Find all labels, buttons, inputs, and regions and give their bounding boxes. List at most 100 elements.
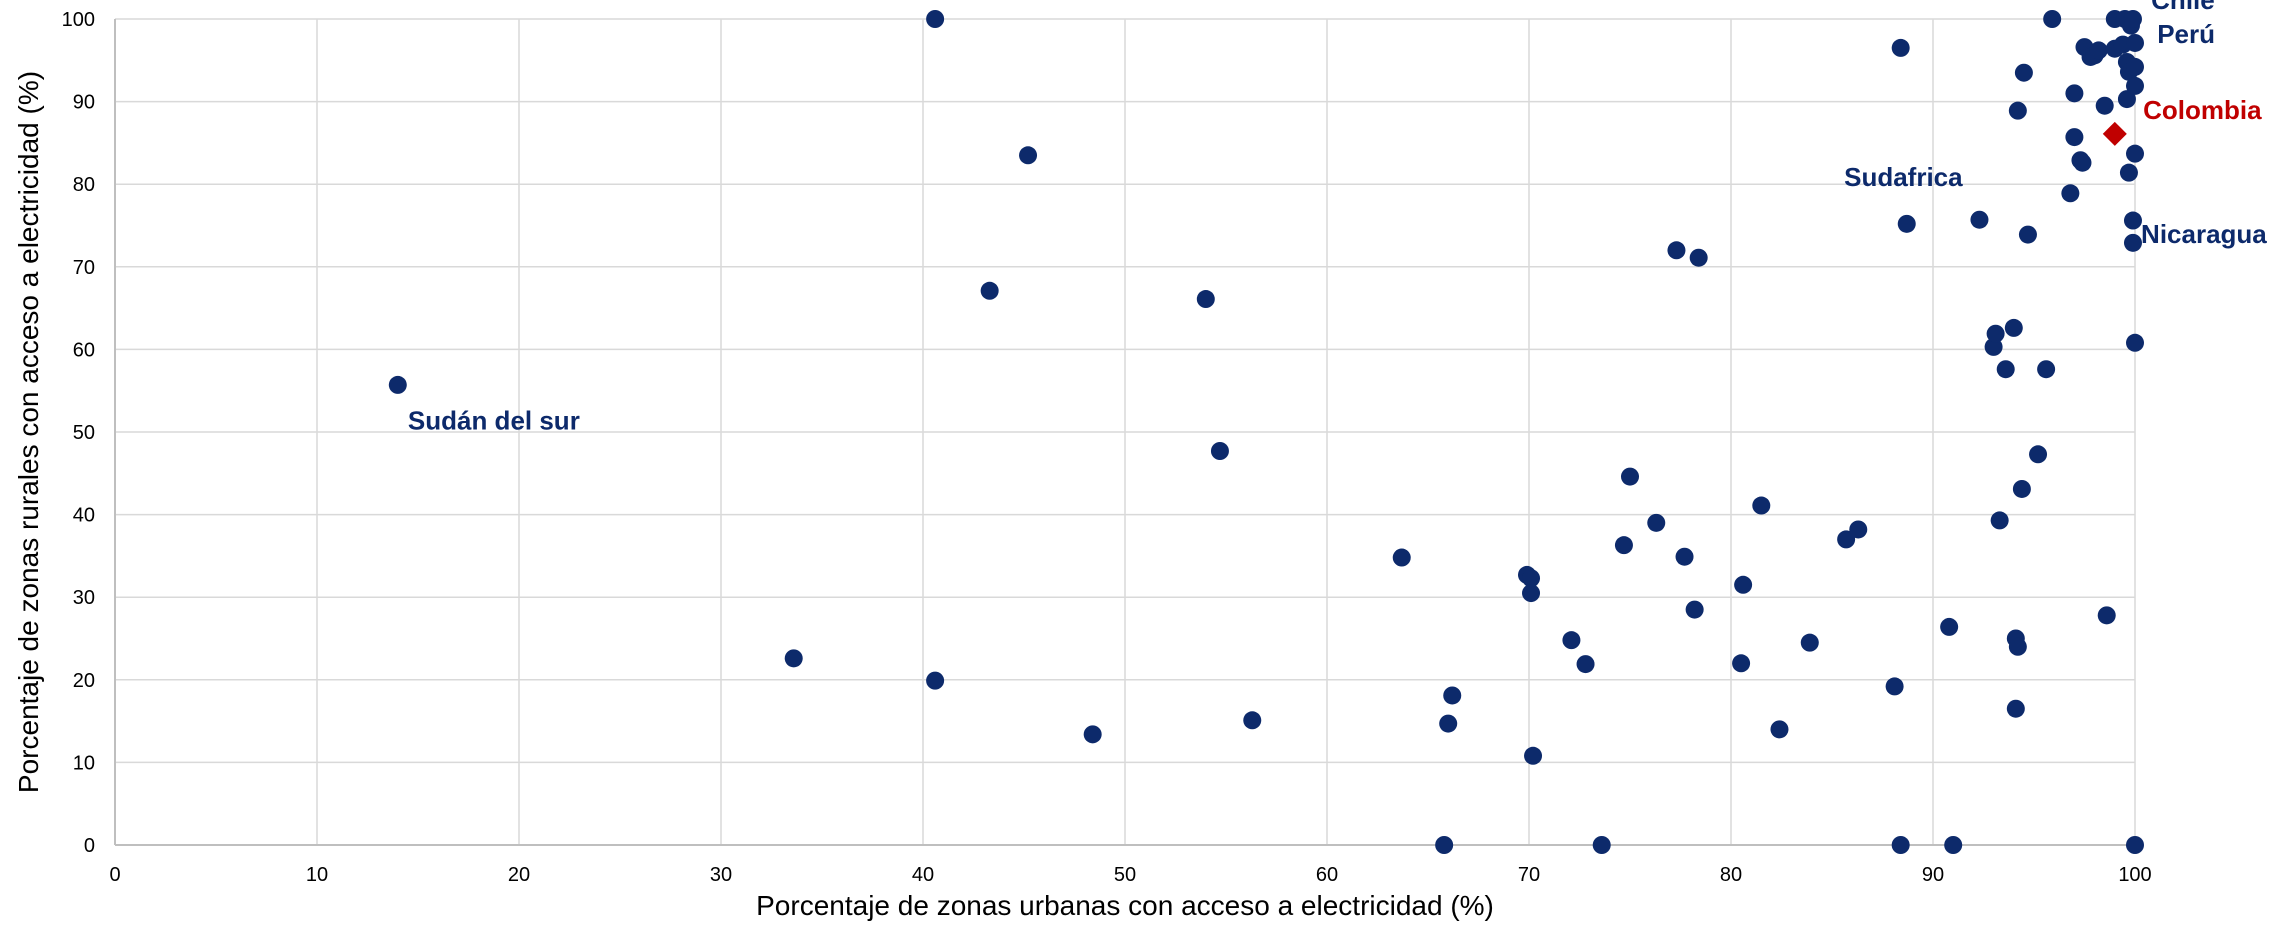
y-tick-label: 30 <box>73 587 95 609</box>
data-point <box>1891 836 1910 854</box>
data-point <box>2123 233 2142 252</box>
data-point <box>1647 513 1666 532</box>
x-tick-label: 40 <box>912 864 934 886</box>
data-point <box>1210 441 1229 460</box>
data-point <box>1732 654 1751 673</box>
y-tick-label: 90 <box>73 92 95 114</box>
data-point <box>2043 10 2062 28</box>
data-point <box>2126 33 2144 52</box>
annotation-label: Perú <box>2157 19 2215 49</box>
data-point <box>2126 57 2144 76</box>
data-point <box>2065 128 2084 147</box>
data-point <box>1752 496 1771 515</box>
grid-lines <box>114 18 2136 846</box>
data-point <box>1734 575 1753 594</box>
data-point <box>1940 617 1959 636</box>
data-point <box>2073 153 2092 172</box>
data-point <box>1576 655 1595 674</box>
data-point <box>1970 210 1989 229</box>
data-point <box>1524 746 1543 765</box>
y-tick-label: 50 <box>73 422 95 444</box>
data-point <box>1675 547 1694 566</box>
data-point <box>2097 606 2116 625</box>
data-point <box>1562 631 1581 650</box>
x-tick-label: 50 <box>1114 864 1136 886</box>
data-point <box>1891 38 1910 57</box>
data-point <box>1770 720 1789 739</box>
data-point <box>2117 90 2136 109</box>
data-point <box>2006 699 2025 718</box>
annotation-label: Nicaragua <box>2141 219 2267 249</box>
data-point <box>1614 536 1633 555</box>
x-tick-label: 100 <box>2118 864 2151 886</box>
data-point <box>1996 360 2015 379</box>
data-point <box>1944 836 1963 854</box>
data-point <box>1849 520 1868 539</box>
x-tick-label: 60 <box>1316 864 1338 886</box>
data-point <box>1986 324 2005 343</box>
data-point <box>1522 584 1541 603</box>
data-point <box>1689 248 1708 267</box>
y-tick-label: 40 <box>73 505 95 527</box>
data-point <box>2004 318 2023 337</box>
y-tick-label: 10 <box>73 752 95 774</box>
y-tick-label: 80 <box>73 174 95 196</box>
data-point <box>2089 41 2108 60</box>
data-point <box>1800 633 1819 652</box>
data-point <box>1443 686 1462 705</box>
data-point <box>2012 479 2031 498</box>
data-point <box>2061 184 2080 203</box>
data-point <box>1439 714 1458 733</box>
data-point <box>1984 337 2003 356</box>
annotation-label: Sudán del sur <box>408 406 580 436</box>
data-point <box>388 375 407 394</box>
x-tick-label: 80 <box>1720 864 1742 886</box>
x-tick-label: 0 <box>109 864 120 886</box>
data-point <box>1019 146 1038 165</box>
data-point <box>2037 360 2056 379</box>
y-tick-label: 0 <box>84 835 95 857</box>
data-point <box>926 671 945 690</box>
x-tick-label: 90 <box>1922 864 1944 886</box>
data-point <box>1885 677 1904 696</box>
y-tick-label: 70 <box>73 257 95 279</box>
data-points <box>388 10 2144 854</box>
data-point <box>1522 569 1541 588</box>
annotation-label: Colombia <box>2143 95 2262 125</box>
data-point <box>2126 76 2144 95</box>
annotation-label: Sudafrica <box>1844 162 1963 192</box>
data-point <box>2126 333 2144 352</box>
y-tick-label: 100 <box>62 9 95 31</box>
y-tick-label: 20 <box>73 670 95 692</box>
data-point <box>2095 96 2114 115</box>
data-point <box>2126 144 2144 163</box>
data-point <box>2123 211 2142 230</box>
data-point <box>2029 445 2048 464</box>
data-point <box>2119 163 2138 182</box>
data-point <box>2008 637 2027 656</box>
y-tick-label: 60 <box>73 339 95 361</box>
data-point <box>2018 225 2037 244</box>
data-point <box>980 281 999 300</box>
data-point <box>1621 467 1639 486</box>
data-point <box>1592 836 1611 854</box>
annotations: Sudán del sur Sudafrica Chile Perú Colombia N… <box>408 0 2267 436</box>
data-point-highlight <box>2102 121 2127 146</box>
data-point <box>1243 711 1262 730</box>
data-point <box>2065 84 2084 103</box>
data-point <box>2123 10 2142 28</box>
x-axis-title: Porcentaje de zonas urbanas con acceso a… <box>756 890 1494 921</box>
y-tick-labels: 0 10 20 30 40 50 60 70 80 90 100 <box>62 9 95 857</box>
data-point <box>2126 836 2144 854</box>
data-point <box>1685 600 1704 619</box>
data-point <box>2008 101 2027 120</box>
data-point <box>1990 511 2009 530</box>
data-point <box>1083 725 1102 744</box>
y-axis-title: Porcentaje de zonas rurales con acceso a… <box>13 71 44 793</box>
annotation-label: Chile <box>2151 0 2215 15</box>
data-point <box>784 649 803 668</box>
x-tick-label: 70 <box>1518 864 1540 886</box>
x-tick-label: 20 <box>508 864 530 886</box>
data-point <box>1897 214 1916 233</box>
